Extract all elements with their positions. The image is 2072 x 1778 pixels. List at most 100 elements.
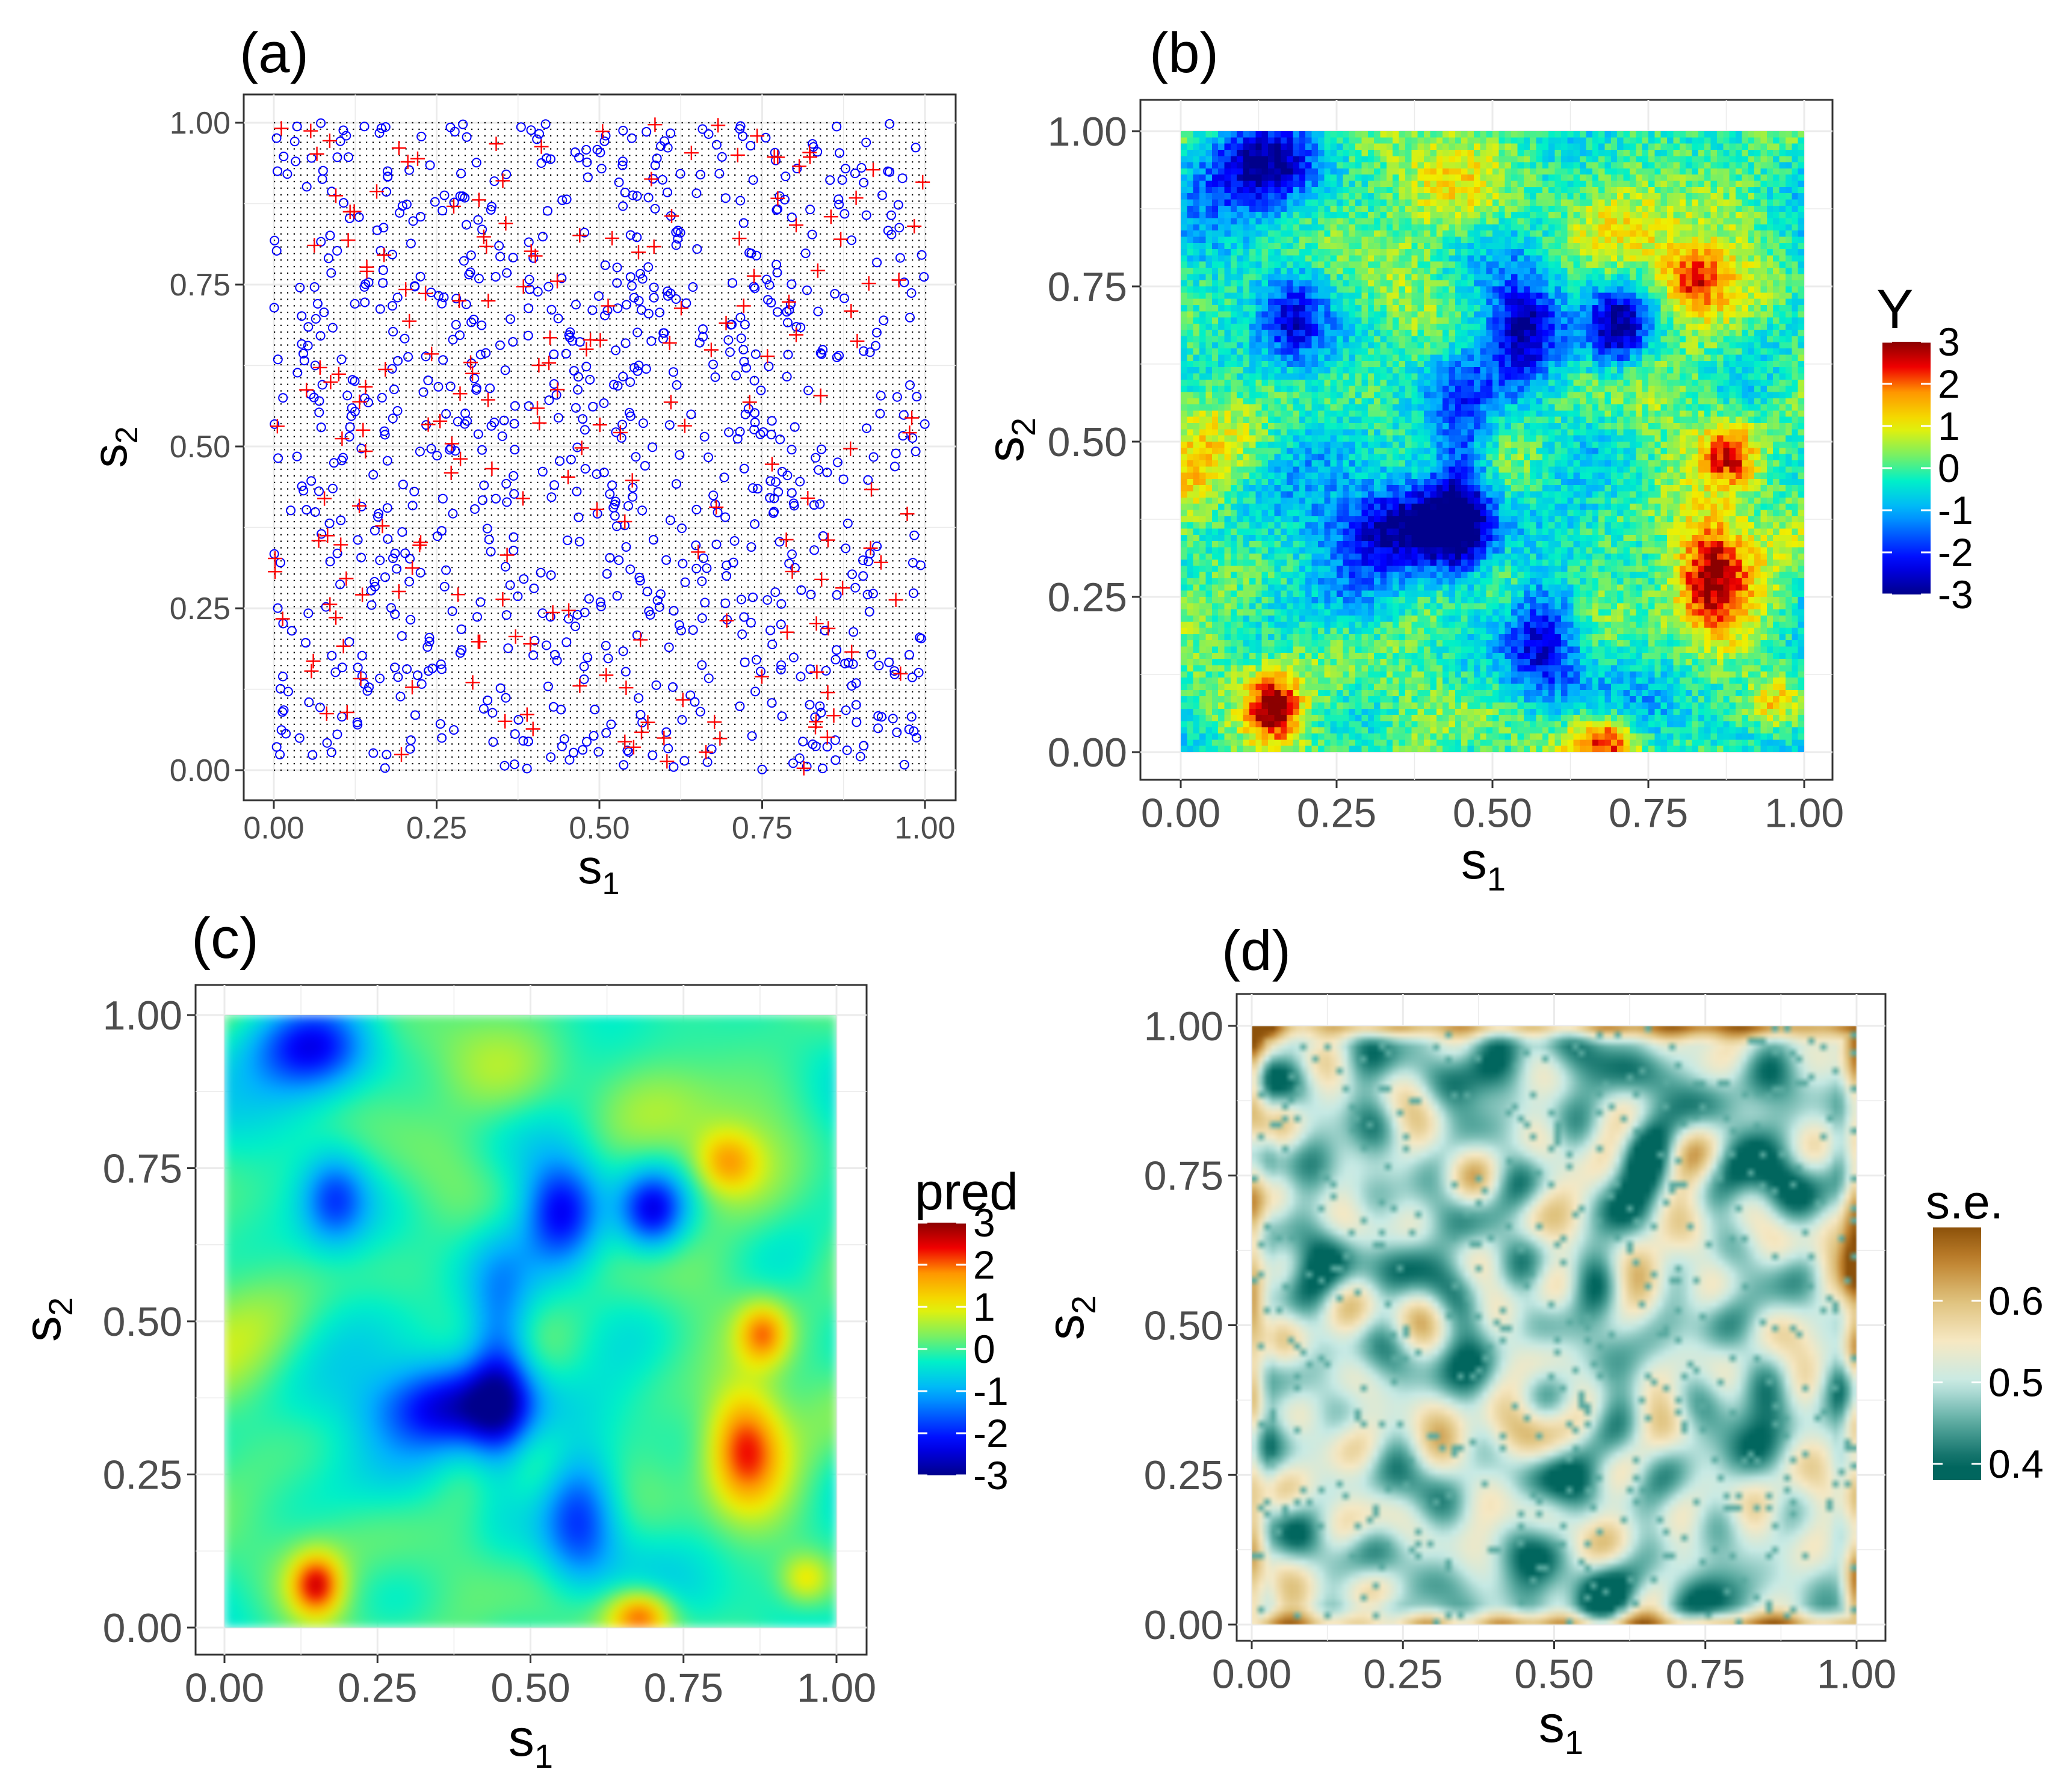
y-tick-label: 0.75 — [103, 1146, 182, 1191]
panel-d: (d) 0.00 0.25 0.50 0.75 1.00 0.00 0.25 0.50 0.7… — [1037, 919, 2044, 1761]
x-tick-label: 0.75 — [1666, 1652, 1745, 1697]
y-tick-label: 0.25 — [170, 591, 230, 626]
y-tick-label: 1.00 — [1048, 109, 1127, 155]
panel-d-y-axis-title: s2 — [1037, 1295, 1102, 1340]
panel-b-y-axis-title: s2 — [977, 418, 1042, 462]
x-tick-label: 1.00 — [894, 810, 955, 845]
panel-a-y-ticks: 0.00 0.25 0.50 0.75 1.00 — [170, 106, 244, 788]
panel-b-tag: (b) — [1149, 21, 1219, 84]
panel-c-legend-title: pred — [915, 1163, 1018, 1221]
panel-b-y-ticks: 0.00 0.25 0.50 0.75 1.00 — [1048, 109, 1140, 776]
x-tick-label: 0.50 — [1514, 1652, 1594, 1697]
panel-d-y-ticks: 0.00 0.25 0.50 0.75 1.00 — [1144, 1004, 1237, 1648]
y-tick-label: 0.00 — [170, 753, 230, 788]
y-tick-label: 0.25 — [103, 1452, 182, 1498]
panel-d-x-ticks: 0.00 0.25 0.50 0.75 1.00 — [1212, 1641, 1896, 1697]
y-tick-label: 0.75 — [170, 268, 230, 303]
x-tick-label: 0.00 — [185, 1665, 264, 1711]
colorbar-label: 3 — [1938, 319, 1960, 364]
panel-c-tag: (c) — [191, 906, 259, 971]
colorbar-label: -2 — [1938, 530, 1973, 575]
colorbar-label: 0.5 — [1988, 1360, 2044, 1405]
panel-a-x-ticks: 0.00 0.25 0.50 0.75 1.00 — [243, 800, 956, 845]
panel-c-x-ticks: 0.00 0.25 0.50 0.75 1.00 — [185, 1655, 876, 1711]
x-tick-label: 0.25 — [406, 810, 467, 845]
panel-a-tag: (a) — [240, 21, 309, 84]
y-tick-label: 0.50 — [170, 430, 230, 465]
panel-d-tag: (d) — [1222, 919, 1291, 982]
test-location-markers — [268, 117, 930, 776]
x-tick-label: 0.25 — [1297, 791, 1376, 836]
x-tick-label: 0.25 — [338, 1665, 417, 1711]
panel-d-heatmap — [1252, 1026, 1857, 1625]
panel-c: (c) 0.00 0.25 0.50 0.75 1.00 0.00 0.25 0.50 0.7… — [14, 906, 1018, 1775]
x-tick-label: 1.00 — [797, 1665, 876, 1711]
c-heatmap-raster — [224, 1015, 837, 1628]
panel-c-y-ticks: 0.00 0.25 0.50 0.75 1.00 — [103, 993, 196, 1651]
colorbar-label: -1 — [973, 1369, 1009, 1413]
panel-a-y-axis-title: s2 — [83, 427, 144, 468]
x-tick-label: 1.00 — [1764, 791, 1844, 836]
b-heatmap-raster — [1181, 131, 1804, 752]
y-tick-label: 0.25 — [1144, 1452, 1223, 1498]
y-tick-label: 0.25 — [1048, 575, 1127, 620]
x-tick-label: 0.50 — [569, 810, 629, 845]
x-tick-label: 0.50 — [490, 1665, 570, 1711]
y-tick-label: 0.00 — [1048, 730, 1127, 776]
panel-c-heatmap — [224, 1015, 837, 1628]
panel-a-points — [268, 117, 930, 776]
panel-b-x-axis-title: s1 — [1461, 832, 1506, 898]
panel-a-gridlines — [244, 94, 956, 800]
y-tick-label: 0.00 — [103, 1605, 182, 1651]
colorbar-label: 0 — [1938, 446, 1960, 490]
colorbar-label: 2 — [973, 1242, 995, 1287]
training-location-markers — [269, 118, 930, 774]
panel-b: (b) 0.00 0.25 0.50 0.75 1.00 0.00 0.25 0.50 0.7… — [977, 21, 1973, 898]
colorbar-label: 0 — [973, 1327, 995, 1371]
colorbar-label: -3 — [1938, 572, 1973, 617]
colorbar-label: -1 — [1938, 488, 1973, 532]
panel-b-heatmap — [1181, 131, 1804, 752]
d-heatmap-raster — [1252, 1026, 1857, 1625]
panel-d-legend-title: s.e. — [1926, 1175, 2003, 1229]
prediction-grid-dots — [274, 122, 927, 771]
colorbar-label: -3 — [973, 1453, 1009, 1498]
x-tick-label: 0.00 — [243, 810, 304, 845]
x-tick-label: 0.75 — [732, 810, 793, 845]
y-tick-label: 1.00 — [103, 993, 182, 1039]
x-tick-label: 0.00 — [1212, 1652, 1291, 1697]
x-tick-label: 0.75 — [644, 1665, 723, 1711]
colorbar-label: 0.4 — [1988, 1442, 2044, 1486]
x-tick-label: 0.25 — [1363, 1652, 1443, 1697]
y-tick-label: 0.75 — [1144, 1153, 1223, 1199]
colorbar-label: 2 — [1938, 362, 1960, 406]
y-tick-label: 0.50 — [1048, 419, 1127, 465]
y-tick-label: 0.50 — [1144, 1303, 1223, 1348]
panel-d-colorbar: 0.6 0.5 0.4 — [1933, 1227, 2044, 1486]
y-tick-label: 1.00 — [170, 106, 230, 141]
panel-d-x-axis-title: s1 — [1539, 1696, 1583, 1761]
y-tick-label: 0.75 — [1048, 264, 1127, 310]
colorbar-label: 0.6 — [1988, 1279, 2044, 1323]
panel-b-x-ticks: 0.00 0.25 0.50 0.75 1.00 — [1141, 780, 1844, 836]
y-tick-label: 1.00 — [1144, 1004, 1223, 1049]
panel-a-x-axis-title: s1 — [578, 840, 620, 901]
x-tick-label: 0.50 — [1453, 791, 1532, 836]
colorbar-label: 1 — [1938, 404, 1960, 448]
colorbar-label: 1 — [973, 1285, 995, 1329]
y-tick-label: 0.50 — [103, 1299, 182, 1345]
panel-c-x-axis-title: s1 — [509, 1709, 553, 1775]
d-colorbar-fill — [1933, 1227, 1981, 1480]
x-tick-label: 0.75 — [1609, 791, 1688, 836]
panel-b-legend-title: Y — [1876, 279, 1913, 340]
x-tick-label: 1.00 — [1817, 1652, 1896, 1697]
colorbar-label: 3 — [973, 1200, 995, 1245]
panel-a: (a) 0.00 0.25 0.50 0.75 1.00 0.00 0.25 0.50 0.7… — [83, 21, 957, 901]
y-tick-label: 0.00 — [1144, 1602, 1223, 1648]
x-tick-label: 0.00 — [1141, 791, 1220, 836]
colorbar-label: -2 — [973, 1411, 1009, 1455]
panel-c-y-axis-title: s2 — [14, 1297, 79, 1342]
